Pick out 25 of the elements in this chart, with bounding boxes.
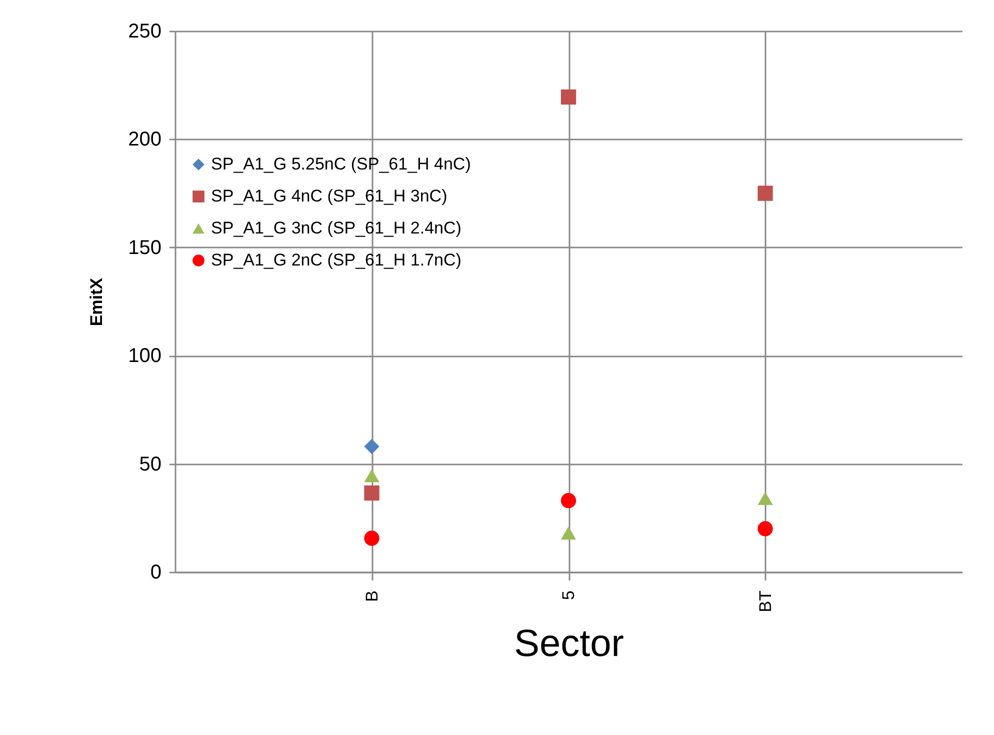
point (364, 485, 380, 501)
x-tick-label: 5 (559, 590, 578, 600)
point (364, 530, 380, 546)
x-tick-label: BT (756, 590, 775, 612)
y-tick-label: 50 (139, 453, 162, 476)
point (364, 469, 380, 482)
x-axis-title: Sector (514, 623, 624, 666)
point (758, 186, 773, 201)
y-tick-label: 100 (128, 345, 162, 368)
legend-label: SP_A1_G 3nC (SP_61_H 2.4nC) (211, 218, 462, 238)
legend-label: SP_A1_G 5.25nC (SP_61_H 4nC) (211, 154, 471, 174)
point (560, 493, 576, 508)
y-tick-label: 200 (128, 128, 162, 151)
x-tick-label: B (362, 590, 382, 602)
legend-label: SP_A1_G 2nC (SP_61_H 1.7nC) (211, 250, 462, 270)
y-tick-label: 0 (150, 562, 162, 584)
y-axis-title: EmitX (87, 277, 106, 326)
point (364, 438, 380, 454)
y-tick-label: 250 (128, 20, 162, 42)
legend-label: SP_A1_G 4nC (SP_61_H 3nC) (211, 186, 448, 206)
point (758, 521, 773, 536)
point (560, 89, 576, 105)
point (758, 492, 773, 505)
point (560, 526, 576, 540)
y-tick-label: 150 (128, 236, 162, 259)
